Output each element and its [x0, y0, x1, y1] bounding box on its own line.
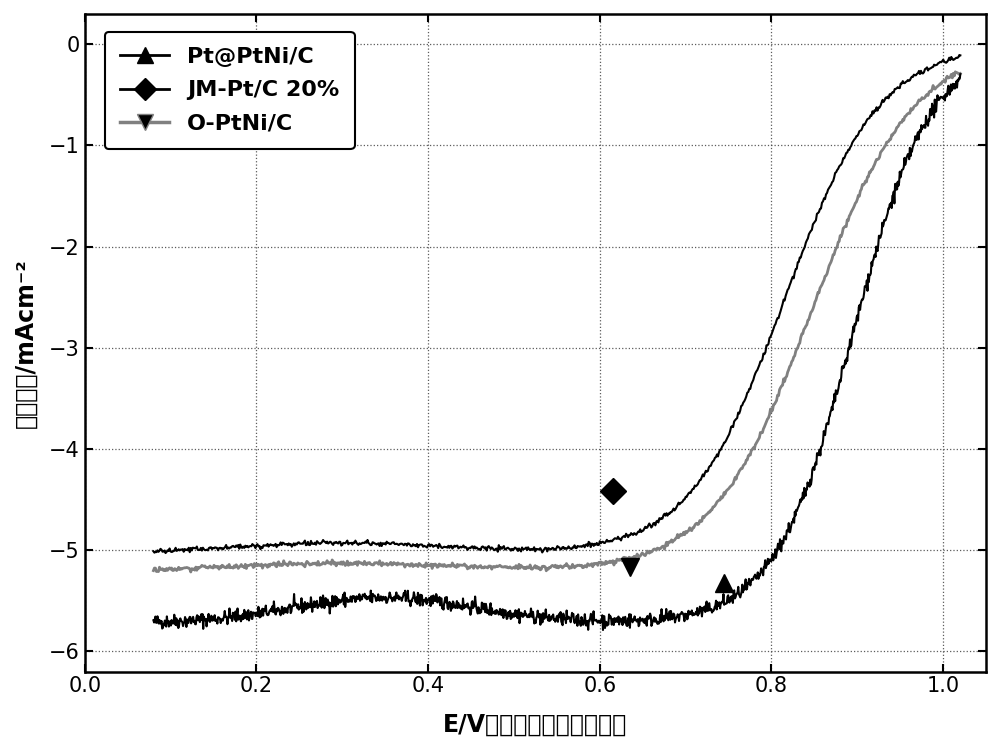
Legend: Pt@PtNi/C, JM-Pt/C 20%, O-PtNi/C: Pt@PtNi/C, JM-Pt/C 20%, O-PtNi/C [105, 32, 355, 149]
X-axis label: E/V（相对于可逆氢电极）: E/V（相对于可逆氢电极） [443, 713, 628, 737]
Y-axis label: 电流密度/mAcm⁻²: 电流密度/mAcm⁻² [14, 258, 38, 427]
